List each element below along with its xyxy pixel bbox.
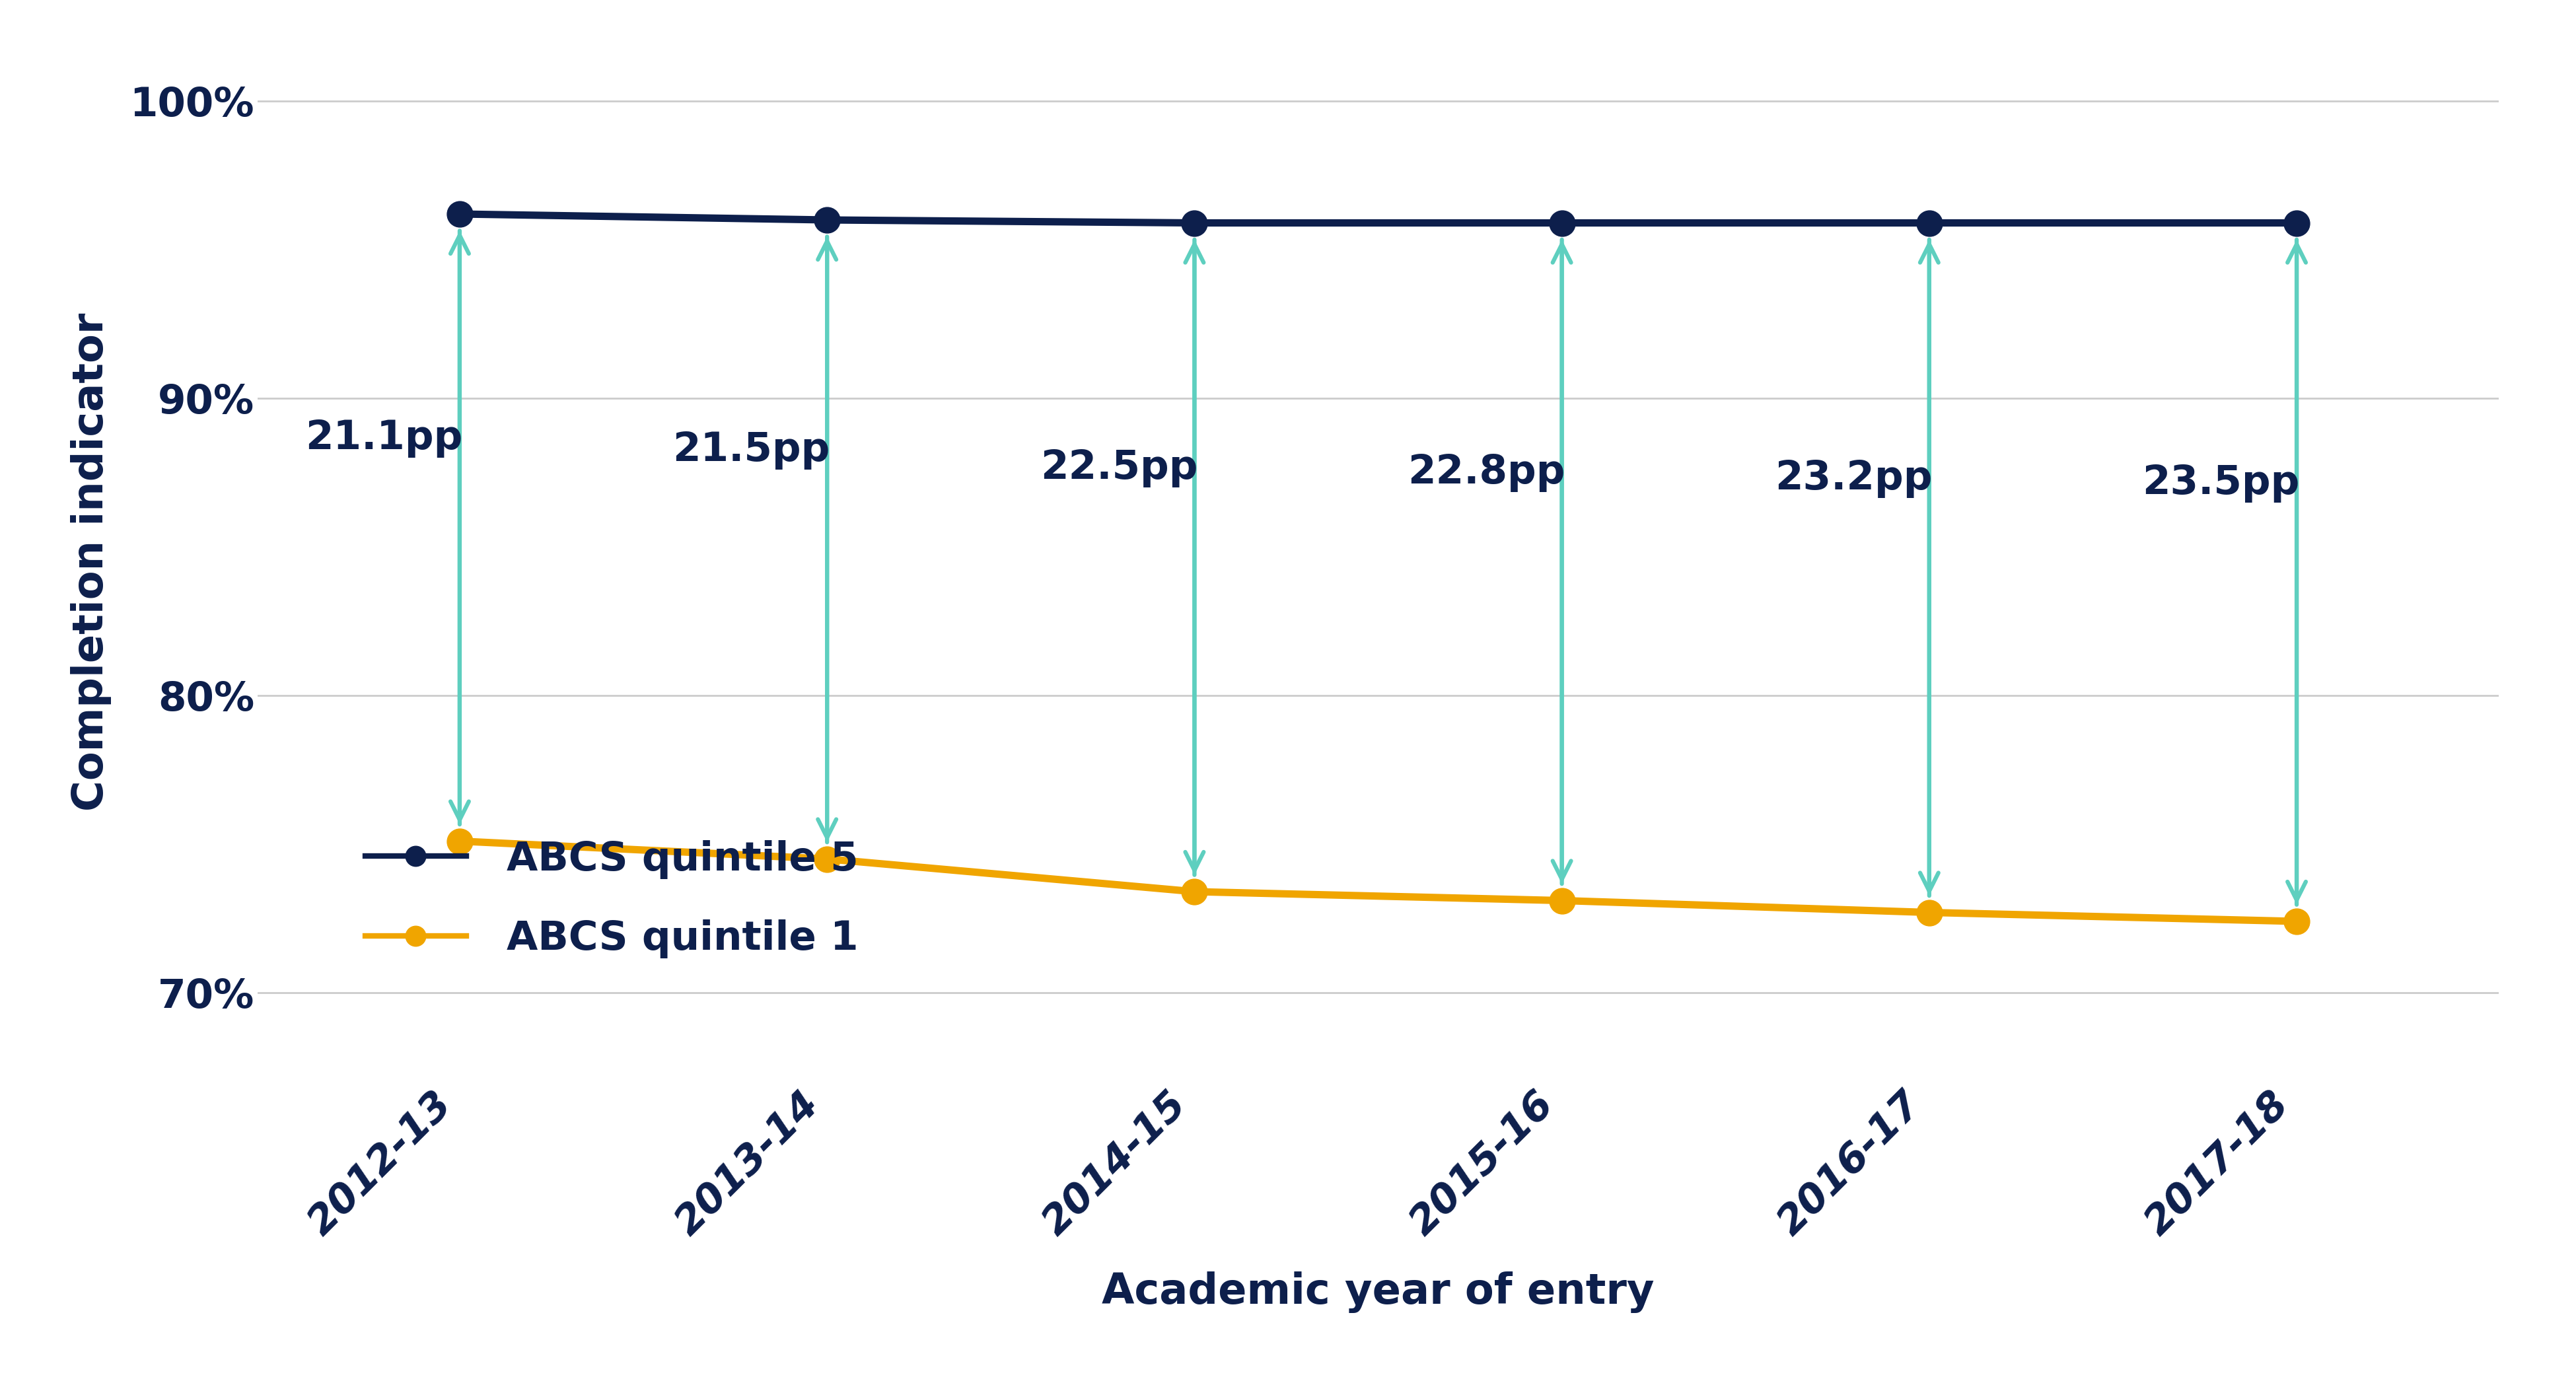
ABCS quintile 5 bbox=[443, 205, 474, 222]
ABCS quintile 1 bbox=[1914, 904, 1945, 921]
Text: 23.2pp: 23.2pp bbox=[1775, 459, 1932, 498]
ABCS quintile 5 bbox=[1546, 215, 1577, 232]
Line: ABCS quintile 1: ABCS quintile 1 bbox=[446, 828, 2311, 935]
ABCS quintile 1 bbox=[811, 850, 842, 867]
ABCS quintile 5 bbox=[1914, 215, 1945, 232]
ABCS quintile 1 bbox=[1546, 892, 1577, 908]
ABCS quintile 5 bbox=[1180, 215, 1211, 232]
ABCS quintile 5 bbox=[2282, 215, 2313, 232]
Text: 22.5pp: 22.5pp bbox=[1041, 448, 1198, 488]
ABCS quintile 5 bbox=[811, 212, 842, 229]
Text: 23.5pp: 23.5pp bbox=[2143, 463, 2300, 502]
Text: 21.5pp: 21.5pp bbox=[672, 431, 829, 470]
ABCS quintile 1 bbox=[1180, 884, 1211, 900]
Line: ABCS quintile 5: ABCS quintile 5 bbox=[446, 201, 2311, 236]
ABCS quintile 1 bbox=[2282, 913, 2313, 929]
X-axis label: Academic year of entry: Academic year of entry bbox=[1103, 1270, 1654, 1312]
ABCS quintile 1 bbox=[443, 832, 474, 849]
Text: 21.1pp: 21.1pp bbox=[307, 419, 464, 458]
Y-axis label: Completion indicator: Completion indicator bbox=[70, 312, 111, 811]
Text: 22.8pp: 22.8pp bbox=[1406, 454, 1566, 492]
Legend: ABCS quintile 5, ABCS quintile 1: ABCS quintile 5, ABCS quintile 1 bbox=[345, 820, 878, 978]
